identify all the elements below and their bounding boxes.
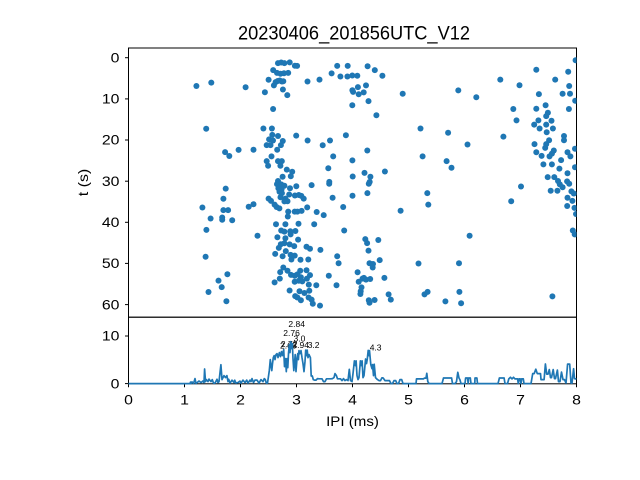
svg-text:8: 8 <box>572 393 581 408</box>
svg-text:7: 7 <box>516 393 525 408</box>
svg-text:50: 50 <box>102 256 120 271</box>
svg-text:3: 3 <box>292 393 301 408</box>
svg-text:2.94: 2.94 <box>292 340 309 350</box>
svg-text:2.84: 2.84 <box>288 319 305 329</box>
svg-text:60: 60 <box>102 297 120 312</box>
svg-text:5: 5 <box>404 393 413 408</box>
svg-text:10: 10 <box>102 92 120 107</box>
svg-text:t (s): t (s) <box>75 169 91 197</box>
svg-text:30: 30 <box>102 174 120 189</box>
svg-text:2: 2 <box>236 393 245 408</box>
svg-text:3.0: 3.0 <box>294 333 306 343</box>
svg-text:1: 1 <box>180 393 189 408</box>
svg-text:10: 10 <box>102 329 120 344</box>
svg-text:0: 0 <box>124 393 133 408</box>
svg-text:2.76: 2.76 <box>283 328 300 338</box>
svg-text:4.3: 4.3 <box>370 342 382 352</box>
svg-text:3.2: 3.2 <box>308 340 320 350</box>
svg-text:0: 0 <box>111 50 120 65</box>
svg-text:20230406_201856UTC_V12: 20230406_201856UTC_V12 <box>238 24 470 45</box>
svg-text:20: 20 <box>102 133 120 148</box>
svg-text:0: 0 <box>111 376 120 391</box>
svg-text:40: 40 <box>102 215 120 230</box>
svg-text:6: 6 <box>460 393 469 408</box>
svg-text:IPI (ms): IPI (ms) <box>326 413 379 429</box>
svg-text:4: 4 <box>348 393 357 408</box>
